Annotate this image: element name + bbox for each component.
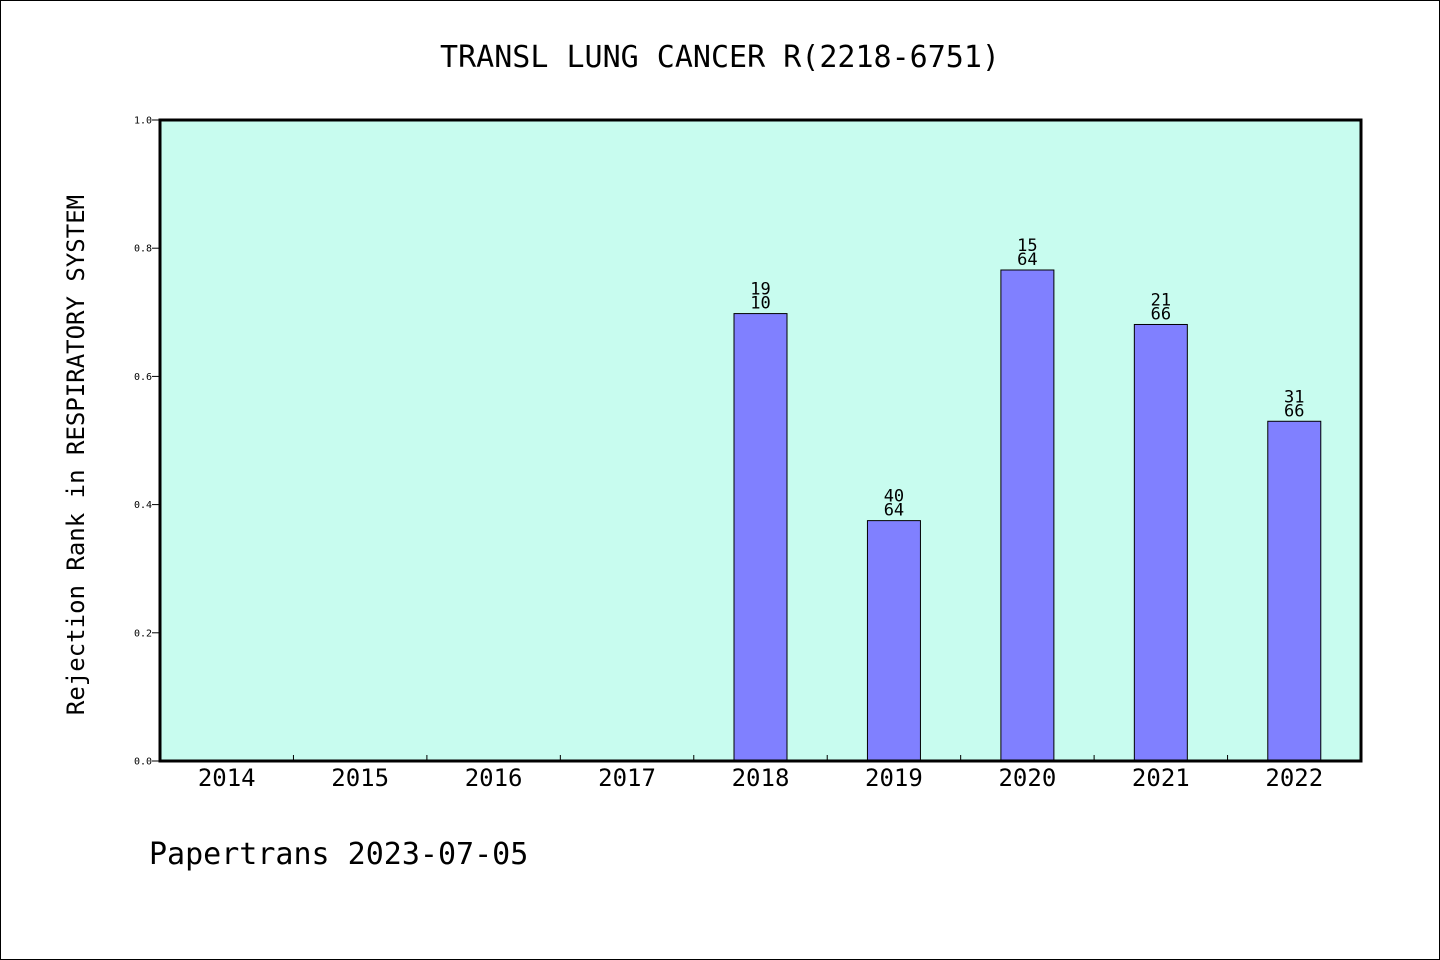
bar-rank-label: 31 [1284,387,1304,407]
bar-2020 [1000,269,1055,762]
bar-2022 [1267,420,1322,762]
x-tick-label: 2019 [865,764,923,792]
y-tick-label: 0.8 [134,244,152,255]
bar-rank-label: 21 [1151,290,1171,310]
y-tick-label: 0.6 [134,372,152,383]
x-tick-label: 2018 [732,764,790,792]
footer-credit: Papertrans 2023-07-05 [149,837,528,872]
y-axis-label: Rejection Rank in RESPIRATORY SYSTEM [62,195,90,715]
bar-rank-label: 40 [884,487,904,507]
y-axis-ticks: 0.0 0.2 0.4 0.6 0.8 1.0 [134,116,160,768]
x-tick-label: 2020 [998,764,1056,792]
y-tick-label: 0.4 [134,500,152,511]
bar-total-label: 64 [1017,250,1037,270]
bar-total-label: 64 [884,501,904,521]
bar-2021 [1133,323,1188,762]
bar-total-label: 10 [750,294,770,314]
plot-border [158,118,1363,763]
x-tick-label: 2015 [331,764,389,792]
bar-rank-label: 15 [1017,236,1037,256]
y-tick-label: 1.0 [134,116,152,127]
x-tick-label: 2016 [465,764,523,792]
bar-rank-label: 19 [750,280,770,300]
bar-total-label: 66 [1284,401,1304,421]
x-tick-label: 2017 [598,764,656,792]
x-tick-label: 2021 [1132,764,1190,792]
bar-2019 [866,520,921,762]
y-tick-label: 0.2 [134,628,152,639]
bar-total-label: 66 [1151,304,1171,324]
x-tick-label: 2014 [198,764,256,792]
x-tick-label: 2022 [1265,764,1323,792]
y-tick-label: 0.0 [134,757,152,768]
x-axis-ticks: 2014 2015 2016 2017 2018 2019 2020 2021 2022 [198,755,1323,792]
bars-group [733,269,1322,762]
bar-2018 [733,313,788,762]
chart-title: TRANSL LUNG CANCER R(2218-6751) [440,40,1000,75]
